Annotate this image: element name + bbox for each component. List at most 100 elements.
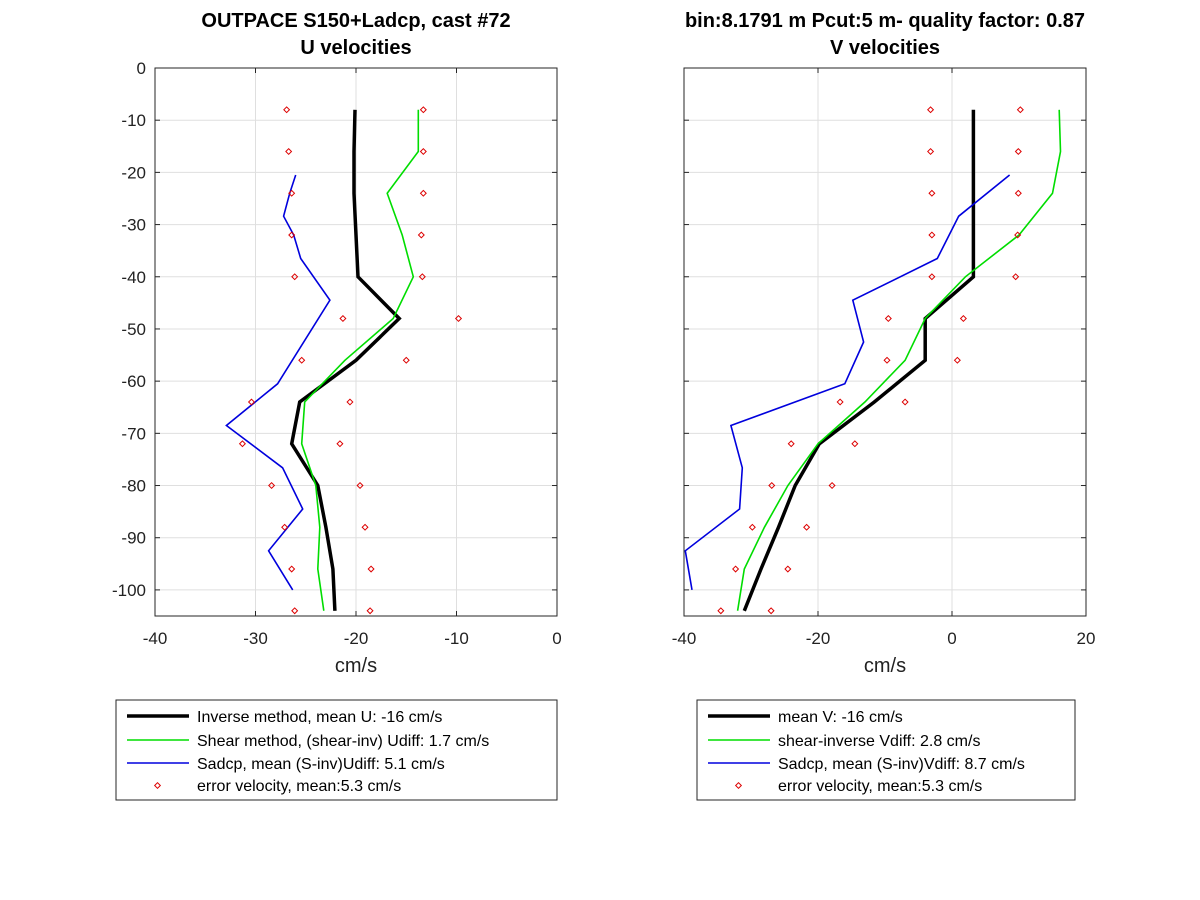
u-legend: Inverse method, mean U: -16 cm/s Shear m… (115, 699, 558, 801)
u-error-point (268, 481, 276, 490)
u-error-point (238, 440, 246, 448)
u-y-tick-label: -30 (121, 216, 146, 235)
u-error-point (366, 607, 374, 615)
v-legend-swatch-error (734, 781, 743, 790)
v-error-point (1014, 147, 1022, 156)
u-panel: OUTPACE S150+Ladcp, cast #72 U velocitie… (112, 10, 562, 801)
u-y-tick-label: -10 (121, 111, 146, 130)
u-error-point (247, 398, 256, 406)
u-error-point (418, 273, 426, 281)
u-y-tick-label: -50 (121, 320, 146, 339)
u-error-point (298, 356, 306, 364)
v-inverse-line (742, 109, 976, 612)
v-shear-line (736, 109, 1062, 611)
u-legend-swatch-error (153, 781, 162, 790)
u-error-point (291, 607, 299, 615)
u-y-tick-label: -40 (121, 268, 146, 287)
u-legend-inverse: Inverse method, mean U: -16 cm/s (197, 709, 442, 726)
v-error-point (953, 356, 961, 364)
u-error-point (419, 106, 427, 114)
u-error-point (283, 106, 291, 114)
v-error-point (717, 607, 725, 615)
v-error-point (901, 398, 909, 406)
v-title: bin:8.1791 m Pcut:5 m- quality factor: 0… (685, 10, 1085, 32)
u-error-point (339, 314, 347, 323)
v-error-point (851, 440, 859, 448)
v-error-point (884, 314, 892, 323)
u-error-point (367, 565, 375, 573)
u-legend-shear: Shear method, (shear-inv) Udiff: 1.7 cm/… (197, 733, 489, 750)
u-error-point (336, 440, 344, 448)
v-legend-mean: mean V: -16 cm/s (778, 709, 903, 726)
v-legend-sadcp: Sadcp, mean (S-inv)Vdiff: 8.7 cm/s (778, 756, 1025, 773)
u-error-point (419, 189, 427, 197)
v-error-point (1016, 106, 1024, 114)
v-error-point (836, 398, 844, 406)
u-x-tick-label: -30 (243, 629, 268, 648)
v-error-point (1014, 231, 1022, 239)
u-error-point (281, 523, 289, 531)
u-error-point (417, 231, 425, 239)
u-y-tick-label: -20 (121, 163, 146, 182)
u-shear-line (300, 109, 420, 611)
v-error-point (927, 147, 935, 156)
v-error-point (787, 440, 795, 448)
u-y-tick-label: -70 (121, 424, 146, 443)
v-error-point (959, 314, 967, 323)
u-y-tick-label: -90 (121, 529, 146, 548)
u-series (225, 106, 463, 615)
v-error-point (784, 565, 792, 573)
v-x-tick-label: 20 (1077, 629, 1096, 648)
v-error-point (803, 523, 811, 531)
v-legend-shear: shear-inverse Vdiff: 2.8 cm/s (778, 733, 980, 750)
u-inverse-line (289, 109, 402, 611)
v-error-point (732, 565, 740, 573)
v-error-point (1014, 189, 1022, 197)
v-legend: mean V: -16 cm/s shear-inverse Vdiff: 2.… (696, 699, 1076, 801)
u-error-point (291, 273, 299, 281)
u-error-point (288, 189, 296, 197)
v-error-point (748, 523, 756, 531)
v-series (684, 106, 1062, 615)
u-xlabel: cm/s (335, 655, 377, 677)
v-error-point (883, 356, 891, 364)
u-y-tick-label: -80 (121, 477, 146, 496)
u-y-tick-label: -100 (112, 581, 146, 600)
v-ticks: -40 -20 0 20 (672, 67, 1096, 648)
u-x-tick-label: -40 (143, 629, 168, 648)
v-error-point (1012, 273, 1020, 281)
u-ticks: -40 -30 -20 -10 0 0 -10 -20 -30 -40 -50 -60 -70 -80 -9… (112, 59, 562, 648)
v-axes-frame (683, 67, 1087, 617)
v-error-point (928, 231, 936, 239)
v-legend-error: error velocity, mean:5.3 cm/s (778, 778, 982, 795)
u-legend-box (115, 699, 558, 801)
v-error-point (767, 607, 775, 615)
u-legend-error: error velocity, mean:5.3 cm/s (197, 778, 401, 795)
v-panel: bin:8.1791 m Pcut:5 m- quality factor: 0… (672, 10, 1096, 801)
u-x-tick-label: -20 (344, 629, 369, 648)
u-x-tick-label: -10 (444, 629, 469, 648)
u-error-point (285, 147, 293, 156)
v-x-tick-label: 0 (947, 629, 956, 648)
v-xlabel: cm/s (864, 655, 906, 677)
u-error-point (402, 356, 410, 364)
u-error-point (288, 231, 296, 239)
v-error-point (928, 189, 936, 197)
u-error-point (346, 398, 354, 406)
u-error-point (361, 523, 369, 531)
v-x-tick-label: -40 (672, 629, 697, 648)
u-title: OUTPACE S150+Ladcp, cast #72 (201, 10, 510, 32)
u-error-point (454, 314, 463, 323)
v-sadcp-line (684, 174, 1011, 591)
v-x-tick-label: -20 (806, 629, 831, 648)
v-plot-area (684, 68, 1086, 616)
v-error-point (768, 481, 776, 490)
u-error-point (288, 565, 296, 573)
u-subtitle: U velocities (300, 37, 411, 59)
u-sadcp-line (225, 174, 331, 591)
u-y-tick-label: -60 (121, 372, 146, 391)
u-y-tick-label: 0 (137, 59, 146, 78)
u-legend-sadcp: Sadcp, mean (S-inv)Udiff: 5.1 cm/s (197, 756, 445, 773)
v-subtitle: V velocities (830, 37, 940, 59)
